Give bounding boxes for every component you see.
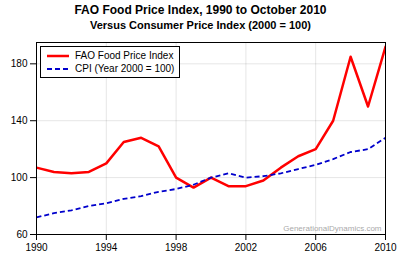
html-text:FAO Food Price Index, 1990 to: FAO Food Price Index, 1990 to October 20… (74, 3, 327, 17)
html-text:Versus Consumer Price Index (2: Versus Consumer Price Index (2000 = 100) (90, 19, 311, 31)
svg-text:180: 180 (11, 58, 28, 69)
svg-text:1990: 1990 (25, 242, 48, 253)
svg-text:140: 140 (11, 115, 28, 126)
svg-text:100: 100 (11, 172, 28, 183)
svg-text:2006: 2006 (305, 242, 328, 253)
svg-text:2010: 2010 (374, 242, 397, 253)
svg-text:60: 60 (16, 229, 28, 240)
svg-text:GenerationalDynamics.com: GenerationalDynamics.com (283, 224, 382, 233)
html-text:FAO Food Price Index: FAO Food Price Index (75, 50, 174, 61)
svg-text:1998: 1998 (165, 242, 188, 253)
svg-text:1994: 1994 (95, 242, 118, 253)
html-text:CPI (Year 2000 = 100): CPI (Year 2000 = 100) (75, 63, 175, 74)
svg-text:2002: 2002 (235, 242, 258, 253)
